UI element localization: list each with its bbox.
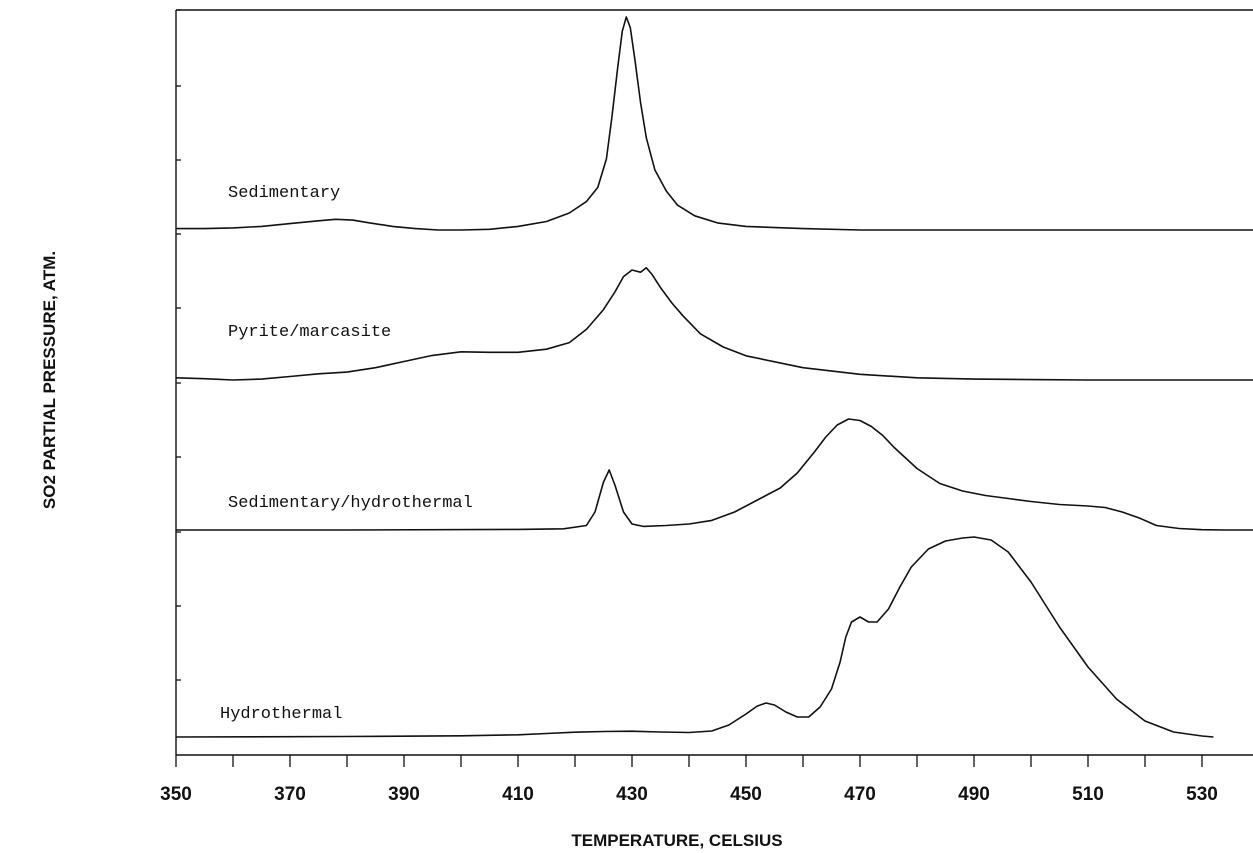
x-tick-label: 450 bbox=[730, 784, 762, 805]
curves bbox=[175, 16, 1253, 738]
x-tick-label: 530 bbox=[1186, 784, 1218, 805]
series-line-1 bbox=[176, 16, 1253, 231]
x-tick-label: 410 bbox=[502, 784, 534, 805]
x-tick-label: 490 bbox=[958, 784, 990, 805]
series-label-3: Sedimentary/hydrothermal bbox=[228, 494, 473, 513]
labels: Sedimentary Pyrite/marcasite Sedimentary/h… bbox=[220, 184, 473, 724]
series-label-1: Sedimentary bbox=[228, 184, 340, 203]
axes: 350 370 390 410 430 450 470 490 510 530 bbox=[160, 9, 1253, 805]
series-line-2 bbox=[175, 267, 1253, 381]
series-line-4 bbox=[175, 536, 1214, 738]
x-tick-label: 390 bbox=[388, 784, 420, 805]
x-tick-label: 510 bbox=[1072, 784, 1104, 805]
x-tick-label: 370 bbox=[274, 784, 306, 805]
x-tick-label: 350 bbox=[160, 784, 192, 805]
y-axis-title: SO2 PARTIAL PRESSURE, ATM. bbox=[40, 251, 59, 509]
x-axis-title: TEMPERATURE, CELSIUS bbox=[571, 831, 782, 850]
series-label-4: Hydrothermal bbox=[220, 705, 342, 724]
series-label-2: Pyrite/marcasite bbox=[228, 323, 391, 342]
x-tick-label: 470 bbox=[844, 784, 876, 805]
series-line-3 bbox=[176, 418, 1253, 531]
x-tick-label: 430 bbox=[616, 784, 648, 805]
